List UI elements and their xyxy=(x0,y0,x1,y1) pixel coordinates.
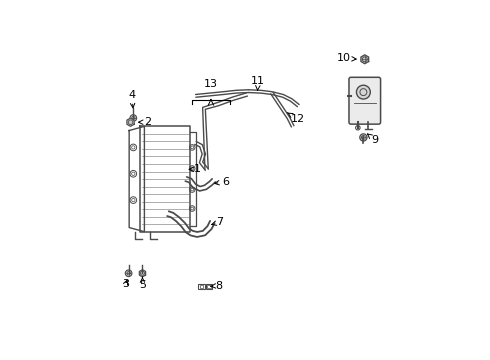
FancyBboxPatch shape xyxy=(349,77,381,124)
Text: 7: 7 xyxy=(212,217,223,227)
Text: 9: 9 xyxy=(368,134,379,145)
Bar xyxy=(198,284,204,289)
Circle shape xyxy=(130,115,137,121)
Polygon shape xyxy=(139,270,146,277)
Bar xyxy=(206,284,212,289)
Circle shape xyxy=(360,134,367,141)
Bar xyxy=(199,285,203,288)
Text: 8: 8 xyxy=(211,281,222,291)
Text: 12: 12 xyxy=(287,113,305,125)
Circle shape xyxy=(125,270,132,276)
Text: 4: 4 xyxy=(128,90,136,108)
Text: 13: 13 xyxy=(204,79,218,89)
Text: 5: 5 xyxy=(139,277,146,290)
Circle shape xyxy=(356,85,370,99)
Polygon shape xyxy=(127,118,134,126)
Text: 6: 6 xyxy=(215,177,229,187)
Text: 1: 1 xyxy=(189,164,201,174)
Text: 3: 3 xyxy=(122,279,129,288)
Text: 10: 10 xyxy=(336,53,356,63)
Text: 11: 11 xyxy=(251,76,265,90)
Bar xyxy=(207,285,211,288)
Text: 2: 2 xyxy=(139,117,151,127)
Polygon shape xyxy=(361,55,368,64)
